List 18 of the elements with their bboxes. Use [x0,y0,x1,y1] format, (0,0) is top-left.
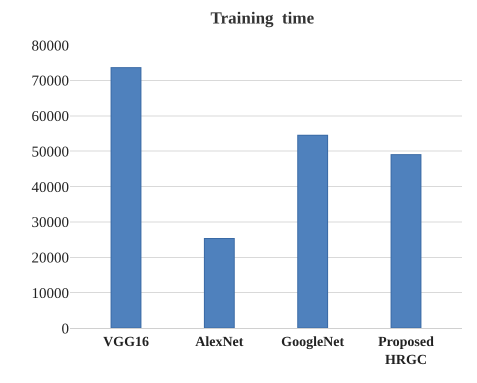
y-tick-label: 50000 [32,144,69,160]
bar [204,238,235,328]
x-tick-label: GoogleNet [281,334,344,350]
y-tick-label: 40000 [32,180,69,196]
y-tick-label: 30000 [32,215,69,232]
bar [297,134,328,328]
bar [390,154,422,328]
y-tick-label: 0 [62,321,69,338]
y-tick-label: 60000 [32,109,69,125]
y-tick-label: 80000 [32,38,69,54]
y-tick-label: 70000 [32,74,69,90]
x-tick-label: AlexNet [195,334,244,350]
y-tick-label: 20000 [32,250,69,266]
x-tick-label: Proposed HRGC [378,334,434,368]
chart-title: Training time [210,8,315,28]
bar [110,67,142,328]
y-tick-label: 10000 [32,286,69,302]
x-tick-label: VGG16 [103,334,149,350]
